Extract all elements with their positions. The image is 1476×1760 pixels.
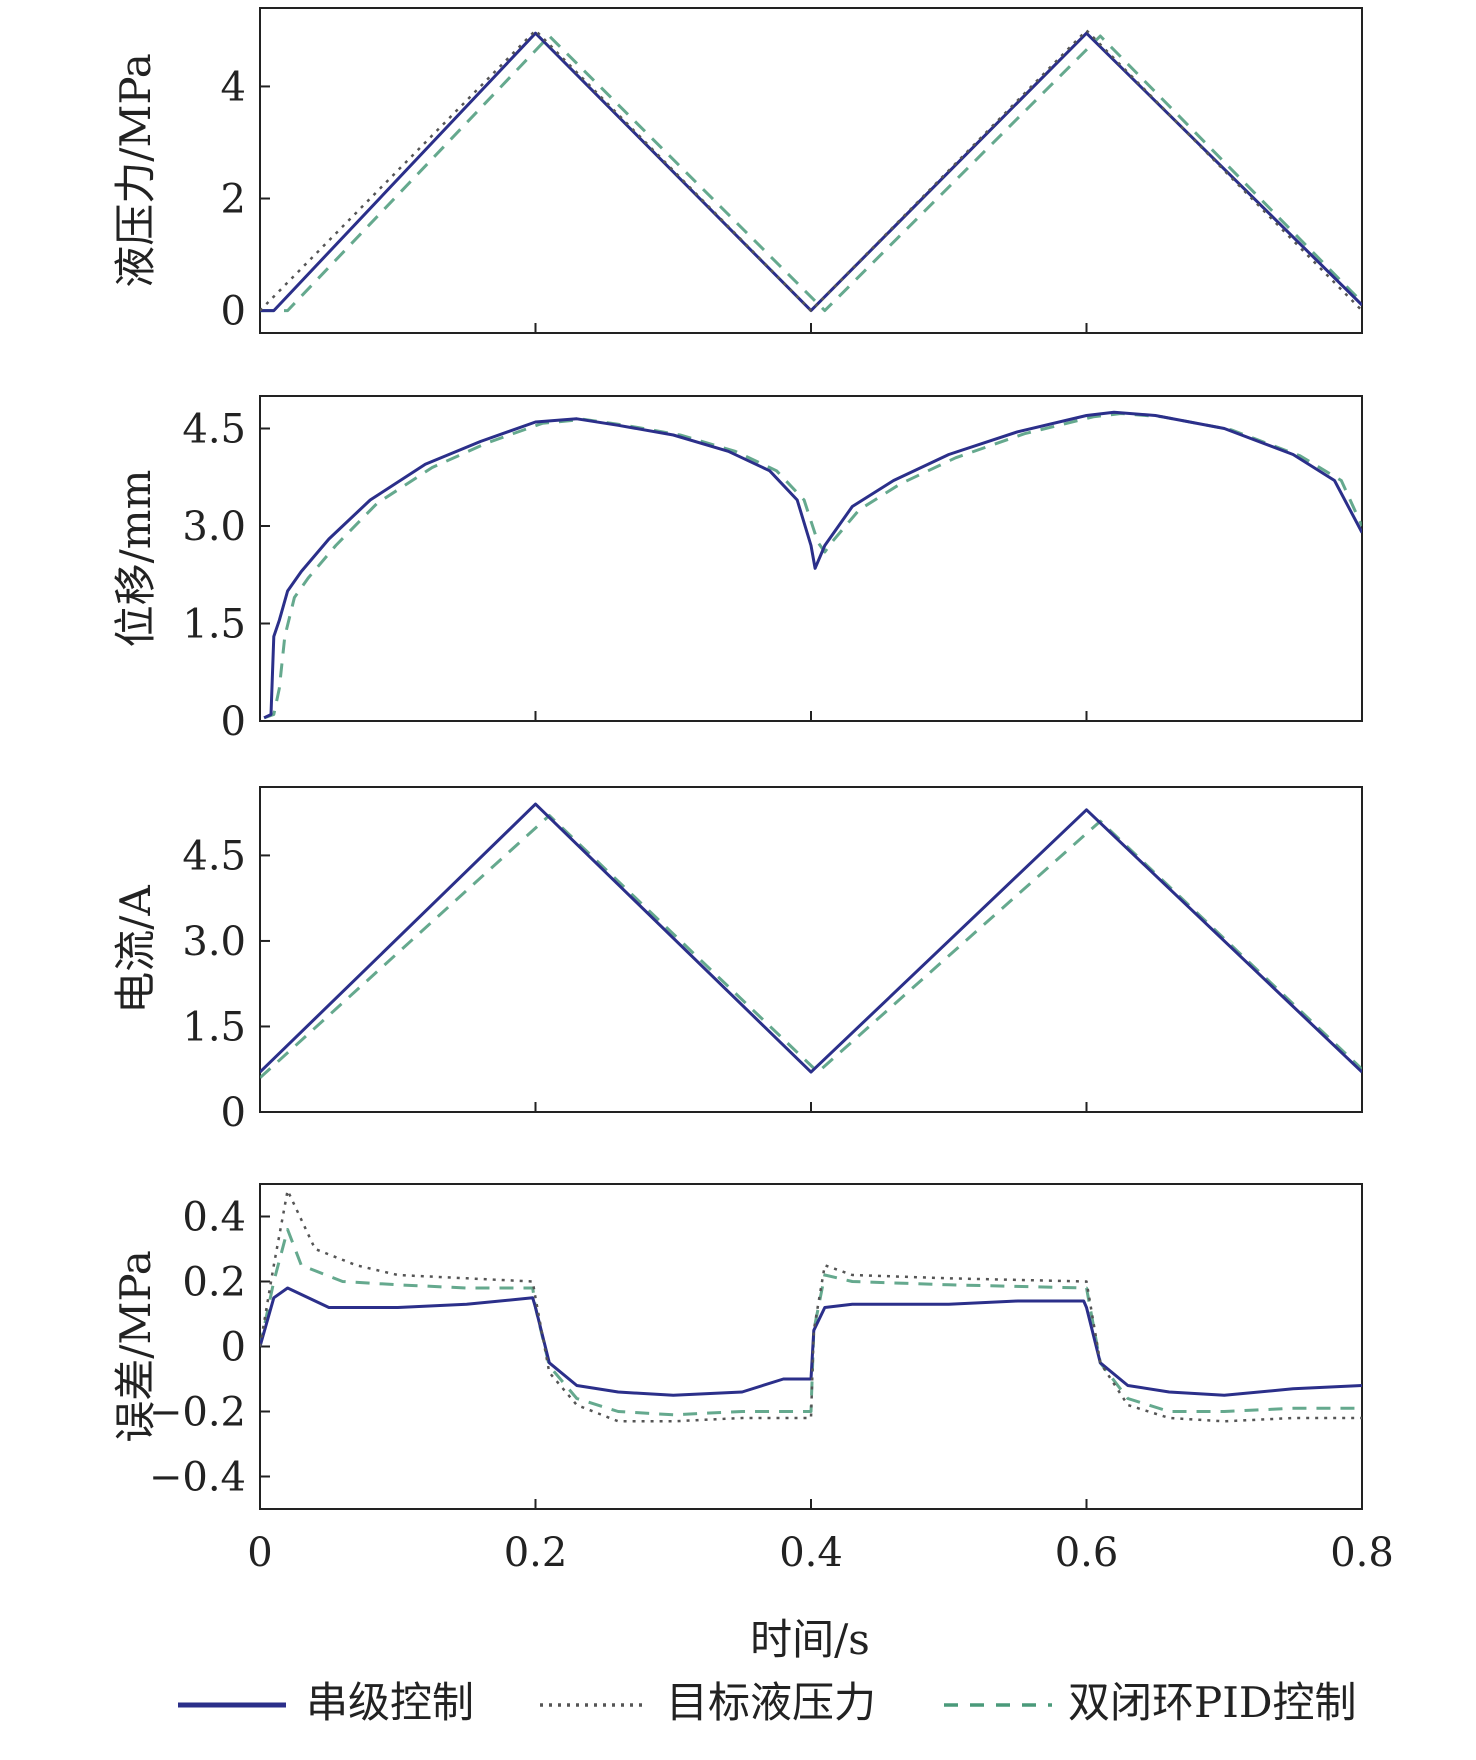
series-line bbox=[260, 1228, 1362, 1417]
y-tick-label: 3.0 bbox=[182, 504, 246, 550]
y-tick-label: 4 bbox=[221, 64, 246, 110]
series-line bbox=[260, 1189, 1362, 1423]
y-tick-label: 0 bbox=[221, 1325, 246, 1371]
panel-current: 0 1.5 3.0 4.5 电流/A bbox=[111, 786, 1363, 1136]
y-tick-label: 1.5 bbox=[182, 602, 246, 648]
y-tick-label: 4.5 bbox=[182, 833, 246, 879]
series-line bbox=[263, 410, 1362, 720]
series-line bbox=[260, 802, 1362, 1074]
y-tick-label: 2 bbox=[221, 177, 246, 223]
panel-pressure: 0 2 4 液压力/MPa bbox=[111, 7, 1363, 335]
panel-frame bbox=[259, 395, 1363, 722]
x-tick-label: 0.6 bbox=[1055, 1530, 1119, 1576]
x-tick-label: 0.4 bbox=[779, 1530, 843, 1576]
panel-displacement: 0 1.5 3.0 4.5 位移/mm bbox=[111, 395, 1363, 745]
y-tick-label: −0.2 bbox=[149, 1390, 246, 1436]
y-tick-label: −0.4 bbox=[149, 1455, 246, 1501]
y-tick-label: 0.4 bbox=[182, 1195, 246, 1241]
y-axis-label: 液压力/MPa bbox=[111, 53, 160, 288]
panel-error: −0.4 −0.2 0 0.2 0.4 误差/MPa bbox=[111, 1183, 1363, 1510]
series-line bbox=[263, 412, 1362, 720]
x-tick-label: 0.8 bbox=[1330, 1530, 1394, 1576]
y-axis-label: 位移/mm bbox=[111, 470, 160, 648]
y-tick-label: 0 bbox=[221, 289, 246, 335]
legend: 串级控制 目标液压力 双闭环PID控制 bbox=[178, 1678, 1357, 1727]
y-axis-label: 电流/A bbox=[111, 885, 160, 1014]
panel-frame bbox=[259, 1183, 1363, 1510]
y-tick-label: 0 bbox=[221, 1090, 246, 1136]
x-tick-label: 0 bbox=[247, 1530, 272, 1576]
y-tick-label: 1.5 bbox=[182, 1004, 246, 1050]
y-tick-label: 4.5 bbox=[182, 407, 246, 453]
legend-label: 双闭环PID控制 bbox=[1068, 1678, 1357, 1727]
panel-frame bbox=[259, 7, 1363, 334]
panel-frame bbox=[259, 786, 1363, 1113]
x-axis: 0 0.2 0.4 0.6 0.8 bbox=[247, 1530, 1394, 1576]
y-axis-label: 误差/MPa bbox=[111, 1250, 160, 1443]
x-tick-label: 0.2 bbox=[504, 1530, 568, 1576]
legend-label: 目标液压力 bbox=[666, 1678, 876, 1727]
x-axis-label: 时间/s bbox=[750, 1615, 870, 1664]
series-line bbox=[260, 31, 1362, 313]
series-line bbox=[260, 29, 1362, 312]
y-tick-label: 0 bbox=[221, 699, 246, 745]
series-line bbox=[260, 814, 1362, 1079]
series-line bbox=[260, 34, 1362, 313]
y-tick-label: 0.2 bbox=[182, 1260, 246, 1306]
y-tick-label: 3.0 bbox=[182, 919, 246, 965]
chart-panels: 0 2 4 液压力/MPa 0 1.5 3.0 4.5 位移/mm 0 1.5 3.0 4.5 电流/A −… bbox=[111, 7, 1363, 1510]
legend-label: 串级控制 bbox=[306, 1678, 474, 1727]
